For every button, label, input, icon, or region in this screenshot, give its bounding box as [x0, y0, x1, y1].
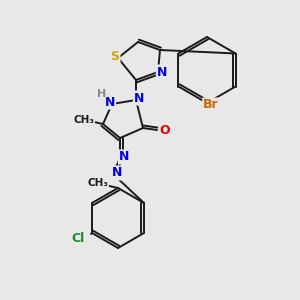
Text: N: N	[157, 65, 167, 79]
Text: Cl: Cl	[71, 232, 85, 245]
Text: H: H	[98, 89, 106, 99]
Text: N: N	[134, 92, 144, 104]
Text: N: N	[119, 151, 129, 164]
Text: CH₃: CH₃	[88, 178, 109, 188]
Text: O: O	[160, 124, 170, 136]
Text: N: N	[105, 95, 115, 109]
Text: CH₃: CH₃	[74, 115, 94, 125]
Text: N: N	[112, 167, 122, 179]
Text: S: S	[110, 50, 119, 64]
Text: Br: Br	[203, 98, 219, 112]
